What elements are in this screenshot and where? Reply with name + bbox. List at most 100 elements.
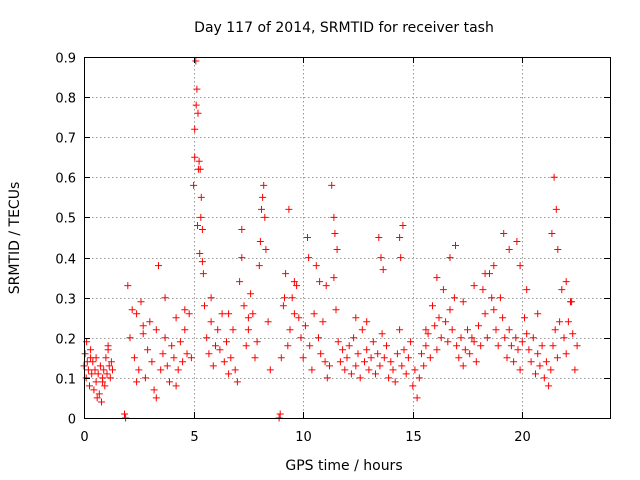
data-point xyxy=(330,213,338,221)
y-tick-label: 0.6 xyxy=(55,172,76,187)
data-point xyxy=(568,298,576,306)
data-point xyxy=(431,322,439,330)
plot-frame xyxy=(84,57,611,419)
data-point xyxy=(220,358,228,366)
data-point xyxy=(466,350,474,358)
data-point xyxy=(472,358,480,366)
y-tick-label: 0.2 xyxy=(55,333,76,348)
data-point xyxy=(317,350,325,358)
data-point xyxy=(415,374,423,382)
data-point xyxy=(331,230,339,237)
data-point xyxy=(569,330,577,338)
data-point xyxy=(168,342,176,350)
data-point xyxy=(550,173,558,181)
data-point xyxy=(468,334,476,342)
data-point xyxy=(444,338,452,346)
data-point xyxy=(286,326,294,334)
data-point xyxy=(437,334,445,342)
data-point xyxy=(400,346,408,354)
x-tick-label: 20 xyxy=(514,430,531,445)
data-point xyxy=(439,286,447,294)
data-point xyxy=(121,410,128,418)
data-point xyxy=(196,250,204,257)
data-point xyxy=(106,374,114,382)
data-point xyxy=(161,334,169,342)
data-point xyxy=(107,358,115,366)
data-point xyxy=(446,254,454,262)
data-point xyxy=(547,366,555,374)
data-point xyxy=(195,157,203,165)
data-point xyxy=(322,282,330,290)
data-point xyxy=(279,302,287,310)
data-point xyxy=(375,234,383,241)
data-point xyxy=(496,294,504,302)
data-point xyxy=(501,334,509,342)
data-point xyxy=(124,282,132,290)
data-point xyxy=(146,318,154,326)
data-point xyxy=(385,374,393,382)
data-point xyxy=(518,338,526,346)
data-point xyxy=(548,230,556,237)
y-tick-label: 0.7 xyxy=(55,132,76,147)
data-point xyxy=(365,366,373,374)
data-point xyxy=(352,314,360,322)
data-point xyxy=(426,354,434,362)
data-point xyxy=(433,274,441,282)
data-point xyxy=(312,262,320,270)
data-point xyxy=(90,386,98,394)
data-point xyxy=(126,334,134,342)
data-points xyxy=(80,57,581,422)
data-point xyxy=(194,109,202,117)
data-point xyxy=(264,318,272,326)
data-point xyxy=(238,254,246,262)
data-point xyxy=(573,342,581,350)
data-point xyxy=(402,370,410,378)
data-point xyxy=(562,278,570,286)
data-point xyxy=(88,370,96,378)
data-point xyxy=(450,294,458,302)
data-point xyxy=(521,314,528,322)
data-point xyxy=(102,354,110,362)
data-point xyxy=(93,394,101,402)
data-point xyxy=(461,346,469,354)
data-point xyxy=(490,306,498,314)
data-point xyxy=(203,334,211,342)
data-point xyxy=(236,278,244,286)
data-point xyxy=(139,330,147,338)
data-point xyxy=(422,326,430,334)
data-point xyxy=(481,310,489,318)
data-point xyxy=(155,262,162,270)
data-point xyxy=(181,326,189,334)
data-point xyxy=(556,318,564,326)
data-point xyxy=(166,378,173,386)
data-point xyxy=(139,322,147,330)
data-point xyxy=(494,342,502,350)
data-point xyxy=(92,354,100,362)
data-point xyxy=(306,342,314,350)
data-point xyxy=(212,342,219,350)
data-point xyxy=(229,326,237,334)
data-point xyxy=(479,286,487,294)
data-point xyxy=(84,366,92,374)
data-point xyxy=(470,338,478,346)
data-point xyxy=(372,370,379,378)
data-point xyxy=(101,382,109,390)
data-point xyxy=(404,354,412,362)
data-point xyxy=(354,350,362,358)
data-point xyxy=(540,374,548,382)
data-point xyxy=(288,294,296,302)
data-point xyxy=(277,354,285,362)
data-point xyxy=(82,374,90,382)
data-point xyxy=(231,366,239,374)
data-point xyxy=(424,330,432,338)
data-point xyxy=(343,354,351,362)
data-point xyxy=(172,314,180,322)
y-axis-label: SRMTID / TECUs xyxy=(7,182,23,295)
data-point xyxy=(477,342,485,350)
data-point xyxy=(538,342,546,350)
data-point xyxy=(341,366,349,374)
data-point xyxy=(301,322,309,330)
data-point xyxy=(374,350,382,358)
data-point xyxy=(315,334,322,342)
data-point xyxy=(238,226,246,233)
